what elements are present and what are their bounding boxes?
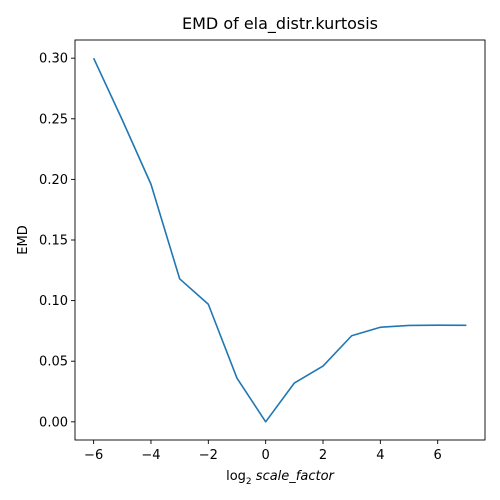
x-axis-label-prefix: log <box>226 469 246 484</box>
x-axis-label: log2 scale_factor <box>226 469 335 487</box>
axes-frame <box>74 39 486 441</box>
x-tick-label: −4 <box>141 448 160 463</box>
y-tick-label: 0.25 <box>39 112 68 127</box>
x-tick-label: 6 <box>434 448 442 463</box>
y-tick-label: 0.15 <box>39 234 68 249</box>
y-tick-label: 0.00 <box>39 415 68 430</box>
y-tick-label: 0.05 <box>39 355 68 370</box>
x-tick-label: 4 <box>376 448 384 463</box>
x-axis-label-var: scale_factor <box>256 469 336 484</box>
y-tick-label: 0.20 <box>39 173 68 188</box>
series-line <box>92 57 467 423</box>
chart-title: EMD of ela_distr.kurtosis <box>182 14 378 34</box>
y-axis-label: EMD <box>16 225 31 254</box>
x-tick-label: −2 <box>199 448 218 463</box>
x-tick-label: −6 <box>84 448 103 463</box>
x-tick-label: 0 <box>262 448 270 463</box>
y-tick-label: 0.30 <box>39 52 68 67</box>
plot-area: −6 −4 −2 0 2 4 6 0.00 0.05 0.10 0.15 0.20 0.25 0.30 <box>39 39 486 463</box>
x-tick-label: 2 <box>319 448 327 463</box>
x-axis-label-subscript: 2 <box>246 477 252 487</box>
y-tick-label: 0.10 <box>39 294 68 309</box>
